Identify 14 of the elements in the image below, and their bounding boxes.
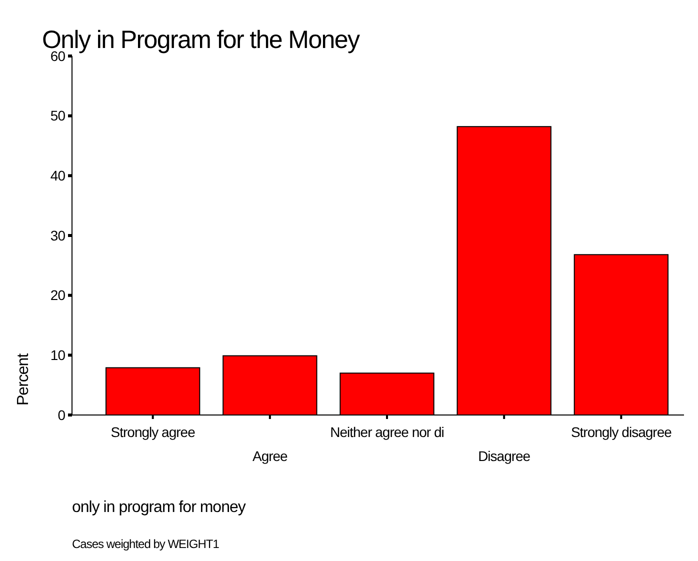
x-tick-label: Neither agree nor di: [330, 424, 444, 440]
y-axis-title: Percent: [15, 352, 32, 406]
x-tick-label: Disagree: [478, 448, 531, 464]
x-tick-label: Agree: [252, 448, 288, 464]
y-tick-label: 40: [50, 168, 66, 184]
y-tick-label: 0: [58, 406, 66, 423]
y-tick-label: 50: [50, 108, 66, 124]
y-tick-label: 10: [50, 347, 66, 364]
x-axis-title: only in program for money: [72, 499, 246, 516]
y-tick-label: 20: [50, 287, 66, 304]
y-tick-label: 30: [50, 227, 66, 244]
text: Cases weighted by WEIGHT1: [72, 537, 220, 551]
x-tick-label: Strongly disagree: [570, 424, 672, 440]
x-tick-label: Strongly agree: [110, 424, 196, 440]
